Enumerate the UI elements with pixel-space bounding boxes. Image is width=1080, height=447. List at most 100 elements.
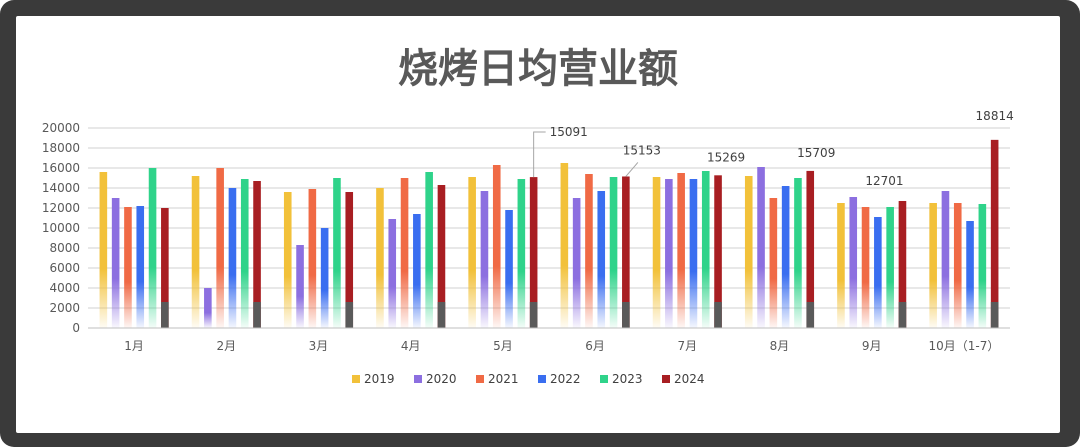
- y-tick-label: 10000: [42, 221, 80, 235]
- bar-2019-8: [837, 203, 845, 328]
- grid-layer: [88, 127, 1010, 329]
- legend-label: 2020: [426, 372, 457, 386]
- y-tick-label: 0: [72, 321, 80, 335]
- bar-2023-1: [240, 179, 249, 328]
- bar-2019-5: [560, 163, 569, 328]
- bar-2024-6: [714, 175, 722, 328]
- bar-base-2024-6: [714, 302, 722, 328]
- bar-2024-9: [990, 139, 999, 328]
- legend-item-2020: 2020: [414, 372, 457, 386]
- bar-2024-2: [345, 192, 354, 328]
- y-tick-label: 14000: [42, 181, 80, 195]
- bar-2020-3: [388, 219, 397, 328]
- data-label: 12701: [865, 174, 903, 188]
- x-tick-label: 3月: [309, 339, 329, 353]
- chart-title: 烧烤日均营业额: [398, 46, 678, 92]
- bar-base-2024-1: [253, 302, 261, 328]
- bar-2023-7: [794, 178, 802, 328]
- bar-2023-6: [701, 171, 710, 328]
- bar-chart: 烧烤日均营业额 15091 15153 15269 15709 12701 18814 0…: [42, 46, 1014, 386]
- legend: 2019 2020 2021 2022 2023 2024: [352, 372, 705, 386]
- y-tick-label: 18000: [42, 141, 80, 155]
- bar-2024-8: [898, 200, 907, 328]
- data-label: 15153: [623, 143, 661, 157]
- bar-2024-0: [161, 208, 169, 328]
- bar-base-2024-2: [345, 302, 354, 328]
- legend-swatch: [538, 375, 546, 383]
- bar-2024-5: [622, 176, 630, 328]
- bar-2019-2: [283, 192, 292, 328]
- bar-2021-2: [308, 189, 317, 328]
- bar-base-2024-3: [437, 302, 446, 328]
- legend-item-2022: 2022: [538, 372, 581, 386]
- bar-2021-6: [677, 173, 685, 328]
- bar-2019-3: [376, 188, 384, 328]
- legend-label: 2024: [674, 372, 705, 386]
- legend-item-2019: 2019: [352, 372, 395, 386]
- bar-base-2024-7: [806, 302, 815, 328]
- y-tick-label: 2000: [49, 301, 80, 315]
- legend-label: 2021: [488, 372, 519, 386]
- bar-2023-4: [517, 179, 526, 328]
- leader-line: [625, 162, 639, 177]
- y-tick-label: 16000: [42, 161, 80, 175]
- bar-2019-9: [929, 203, 937, 328]
- x-tick-label: 6月: [585, 339, 605, 353]
- bar-2023-9: [978, 204, 987, 328]
- legend-swatch: [662, 375, 670, 383]
- bar-2023-5: [609, 177, 618, 328]
- legend-item-2024: 2024: [662, 372, 705, 386]
- y-tick-label: 12000: [42, 201, 80, 215]
- bar-2021-8: [861, 207, 870, 328]
- legend-swatch: [352, 375, 360, 383]
- bar-2020-4: [480, 191, 489, 328]
- bar-base-2024-5: [622, 302, 630, 328]
- x-tick-label: 9月: [862, 339, 882, 353]
- bar-2021-4: [492, 165, 501, 328]
- legend-item-2021: 2021: [476, 372, 519, 386]
- bar-2021-3: [400, 178, 409, 328]
- x-tick-label: 2月: [216, 339, 236, 353]
- bar-2023-0: [148, 168, 157, 328]
- bar-2022-7: [781, 186, 790, 328]
- x-tick-label: 1月: [124, 339, 144, 353]
- x-tick-label: 7月: [677, 339, 697, 353]
- legend-item-2023: 2023: [600, 372, 643, 386]
- bar-2022-0: [136, 206, 145, 328]
- x-tick-label: 10月（1-7）: [928, 339, 999, 353]
- bar-2024-1: [253, 181, 261, 328]
- bar-2020-9: [941, 191, 950, 328]
- bar-2020-0: [111, 198, 120, 328]
- leader-line: [533, 131, 546, 178]
- data-label: 15709: [797, 146, 835, 160]
- legend-swatch: [476, 375, 484, 383]
- bar-2020-2: [296, 245, 304, 328]
- bar-2020-8: [849, 197, 858, 328]
- legend-swatch: [414, 375, 422, 383]
- bar-2022-4: [505, 210, 513, 328]
- bar-2021-1: [216, 168, 224, 328]
- data-label: 15091: [550, 125, 588, 139]
- bar-2020-5: [572, 198, 581, 328]
- chart-panel: 烧烤日均营业额 15091 15153 15269 15709 12701 18814 0…: [16, 16, 1060, 433]
- legend-label: 2022: [550, 372, 581, 386]
- x-tick-label: 5月: [493, 339, 513, 353]
- bar-2019-6: [652, 177, 661, 328]
- bar-2021-5: [585, 174, 593, 328]
- bar-2022-9: [966, 221, 974, 328]
- bar-2020-6: [665, 179, 673, 328]
- bar-2021-7: [769, 198, 778, 328]
- legend-label: 2023: [612, 372, 643, 386]
- y-tick-label: 6000: [49, 261, 80, 275]
- x-tick-label: 4月: [401, 339, 421, 353]
- bar-2020-1: [204, 288, 212, 328]
- y-tick-label: 20000: [42, 121, 80, 135]
- legend-label: 2019: [364, 372, 395, 386]
- legend-swatch: [600, 375, 608, 383]
- bar-2023-3: [425, 172, 433, 328]
- data-label: 18814: [976, 109, 1014, 123]
- bar-2019-4: [468, 177, 476, 328]
- bar-base-2024-9: [990, 302, 999, 328]
- y-tick-label: 8000: [49, 241, 80, 255]
- bar-2022-5: [597, 191, 606, 328]
